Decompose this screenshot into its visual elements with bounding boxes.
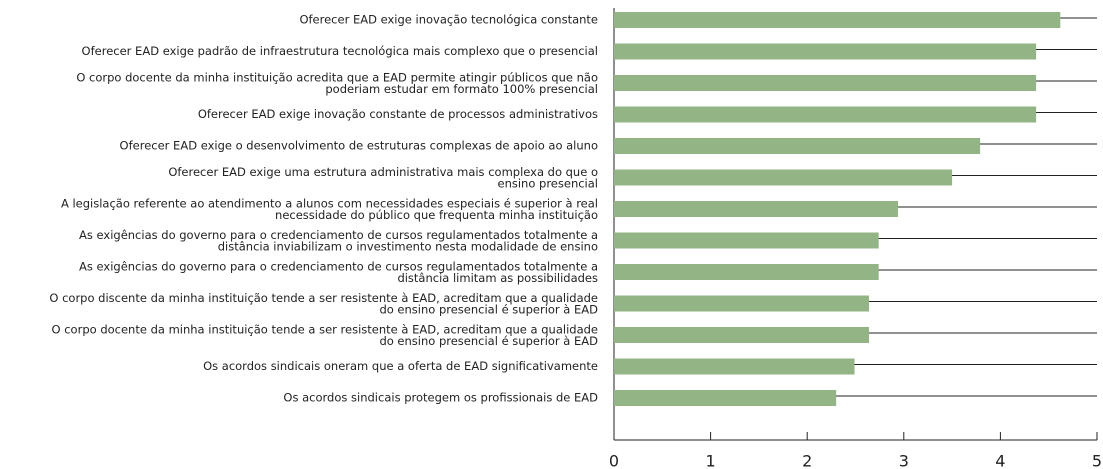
bar xyxy=(614,106,1037,123)
bar xyxy=(614,75,1037,91)
bar xyxy=(614,43,1037,60)
x-tick-label: 5 xyxy=(1092,452,1102,469)
bar xyxy=(614,327,870,343)
bar xyxy=(614,232,879,249)
y-tick-label: O corpo docente da minha instituição acr… xyxy=(76,70,598,96)
x-tick-label: 2 xyxy=(802,452,812,469)
bar xyxy=(614,12,1061,28)
y-tick-label: Os acordos sindicais oneram que a oferta… xyxy=(203,359,598,373)
bar xyxy=(614,295,870,312)
y-tick-label: A legislação referente ao atendimento a … xyxy=(61,196,598,222)
y-tick-label: Oferecer EAD exige uma estrutura adminis… xyxy=(168,165,598,191)
x-tick-label: 1 xyxy=(706,452,716,469)
y-tick-label: Oferecer EAD exige o desenvolvimento de … xyxy=(120,139,598,153)
x-tick-label: 0 xyxy=(609,452,619,469)
x-tick-label: 4 xyxy=(995,452,1005,469)
bar xyxy=(614,169,953,186)
bar xyxy=(614,201,899,217)
y-tick-label: As exigências do governo para o credenci… xyxy=(79,259,598,285)
y-tick-label: O corpo discente da minha instituição te… xyxy=(49,291,598,317)
y-tick-label: Os acordos sindicais protegem os profiss… xyxy=(283,391,598,405)
x-tick-label: 3 xyxy=(899,452,909,469)
bar xyxy=(614,138,981,154)
bar xyxy=(614,390,837,406)
y-tick-label: Oferecer EAD exige inovação constante de… xyxy=(198,107,598,121)
y-tick-label: O corpo docente da minha instituição ten… xyxy=(52,322,599,348)
y-tick-label: As exigências do governo para o credenci… xyxy=(79,228,598,254)
y-tick-label: Oferecer EAD exige inovação tecnológica … xyxy=(299,13,598,27)
bar xyxy=(614,264,879,280)
y-tick-label: Oferecer EAD exige padrão de infraestrut… xyxy=(82,44,598,58)
bar xyxy=(614,358,855,375)
